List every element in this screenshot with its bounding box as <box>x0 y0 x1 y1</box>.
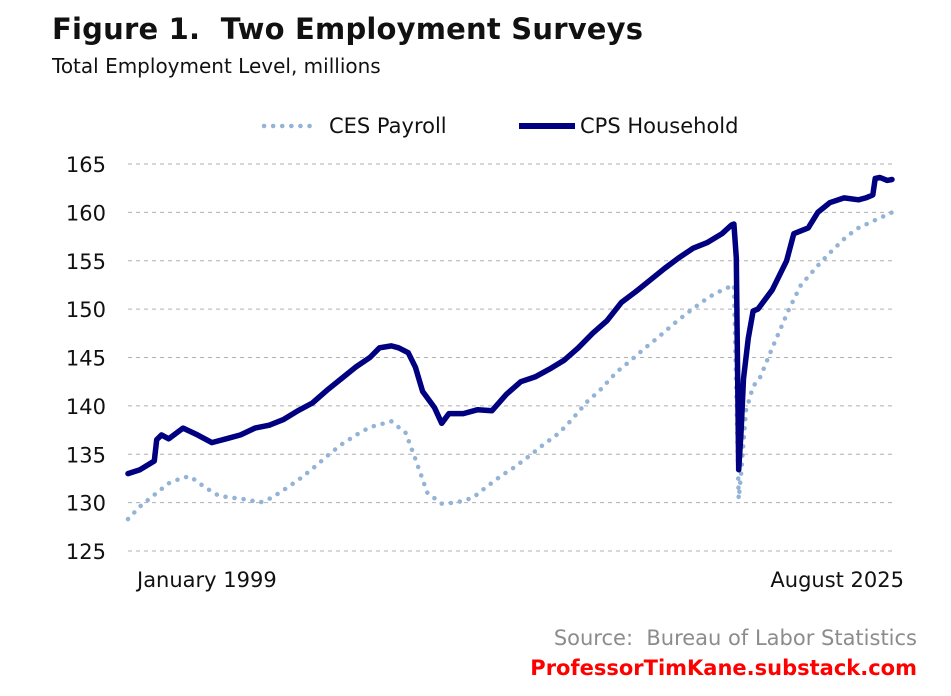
legend-label-cps-household: CPS Household <box>580 114 738 138</box>
y-tick-label: 145 <box>66 347 106 371</box>
x-axis-end-label: August 2025 <box>770 568 904 592</box>
y-tick-label: 150 <box>66 298 106 322</box>
brand-link[interactable]: ProfessorTimKane.substack.com <box>530 656 917 680</box>
series-line-cps-household <box>128 178 892 474</box>
y-tick-label: 160 <box>66 201 106 225</box>
y-tick-label: 165 <box>66 153 106 177</box>
y-axis-ticks: 125 130 135 140 145 150 155 160 165 <box>66 153 106 564</box>
source-note: Source: Bureau of Labor Statistics <box>554 626 917 650</box>
legend-label-ces-payroll: CES Payroll <box>329 114 447 138</box>
x-axis-start-label: January 1999 <box>135 568 277 592</box>
y-tick-label: 155 <box>66 250 106 274</box>
y-tick-label: 130 <box>66 492 106 516</box>
y-tick-label: 135 <box>66 443 106 467</box>
series-line-ces-payroll <box>128 212 892 519</box>
y-tick-label: 125 <box>66 540 106 564</box>
grid-lines <box>128 164 892 551</box>
legend: CES Payroll CPS Household <box>264 114 738 138</box>
y-tick-label: 140 <box>66 395 106 419</box>
